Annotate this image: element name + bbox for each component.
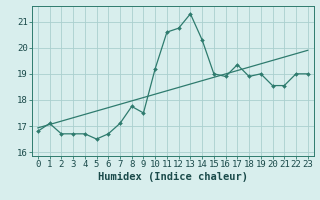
X-axis label: Humidex (Indice chaleur): Humidex (Indice chaleur)	[98, 172, 248, 182]
